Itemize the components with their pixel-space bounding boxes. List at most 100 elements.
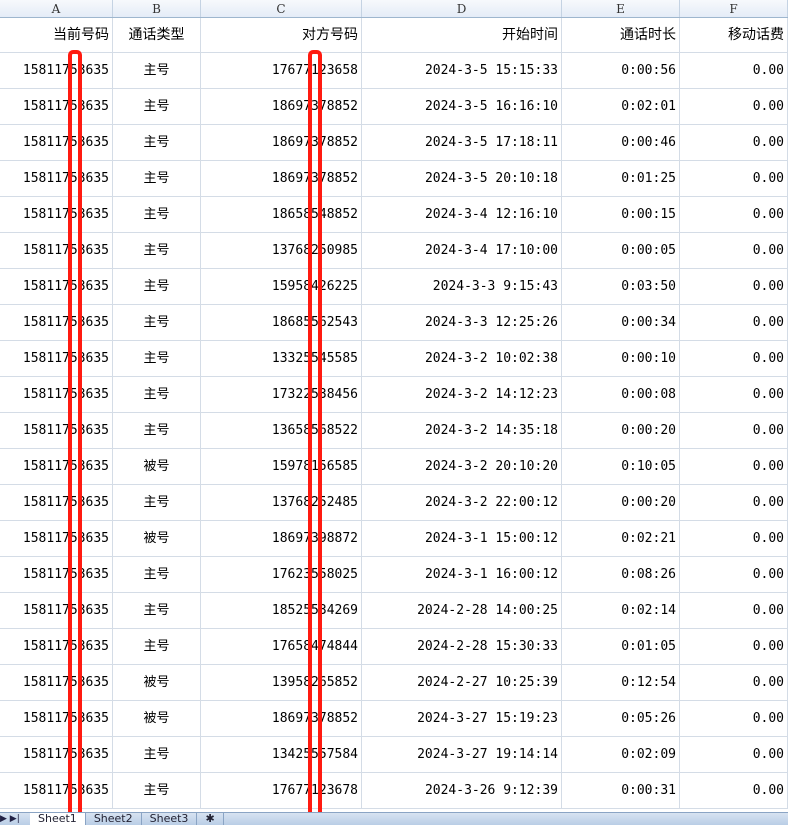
cell[interactable]: 15811753635 [0,665,113,700]
cell[interactable]: 13658568522 [201,413,362,448]
cell[interactable]: 18685562543 [201,305,362,340]
cell[interactable]: 0.00 [680,773,788,808]
cell[interactable]: 2024-3-4 17:10:00 [362,233,562,268]
cell[interactable]: 2024-3-3 12:25:26 [362,305,562,340]
cell[interactable]: 主号 [113,485,201,520]
cell[interactable]: 13425557584 [201,737,362,772]
cell[interactable]: 15811753635 [0,89,113,124]
cell[interactable]: 主号 [113,305,201,340]
cell[interactable]: 13768252485 [201,485,362,520]
cell[interactable]: 0.00 [680,557,788,592]
cell[interactable]: 被号 [113,701,201,736]
cell[interactable]: 0.00 [680,53,788,88]
cell[interactable]: 13958265852 [201,665,362,700]
cell[interactable]: 2024-3-2 20:10:20 [362,449,562,484]
cell[interactable]: 主号 [113,53,201,88]
header-cell[interactable]: 通话类型 [113,18,201,52]
cell[interactable]: 0.00 [680,701,788,736]
cell[interactable]: 0.00 [680,377,788,412]
tab-nav-arrows[interactable]: ▶ ▶| [0,814,20,824]
cell[interactable]: 主号 [113,413,201,448]
cell[interactable]: 0:03:50 [562,269,680,304]
cell[interactable]: 0.00 [680,593,788,628]
cell[interactable]: 15811753635 [0,737,113,772]
cell[interactable]: 18697378852 [201,701,362,736]
cell[interactable]: 0.00 [680,737,788,772]
cell[interactable]: 0.00 [680,485,788,520]
cell[interactable]: 0:01:05 [562,629,680,664]
cell[interactable]: 0:02:14 [562,593,680,628]
cell[interactable]: 主号 [113,125,201,160]
cell[interactable]: 主号 [113,377,201,412]
cell[interactable]: 17658474844 [201,629,362,664]
cell[interactable]: 0.00 [680,449,788,484]
cell[interactable]: 主号 [113,593,201,628]
cell[interactable]: 15811753635 [0,485,113,520]
cell[interactable]: 主号 [113,773,201,808]
cell[interactable]: 0:08:26 [562,557,680,592]
cell[interactable]: 0:01:25 [562,161,680,196]
cell[interactable]: 0.00 [680,305,788,340]
header-cell[interactable]: 移动话费 [680,18,788,52]
cell[interactable]: 15811753635 [0,773,113,808]
cell[interactable]: 2024-2-28 15:30:33 [362,629,562,664]
cell[interactable]: 18697398872 [201,521,362,556]
cell[interactable]: 2024-3-2 14:35:18 [362,413,562,448]
cell[interactable]: 0:00:05 [562,233,680,268]
cell[interactable]: 2024-3-1 16:00:12 [362,557,562,592]
cell[interactable]: 主号 [113,557,201,592]
cell[interactable]: 0:00:15 [562,197,680,232]
cell[interactable]: 主号 [113,233,201,268]
cell[interactable]: 15811753635 [0,269,113,304]
header-cell[interactable]: 当前号码 [0,18,113,52]
cell[interactable]: 15811753635 [0,53,113,88]
cell[interactable]: 2024-3-26 9:12:39 [362,773,562,808]
cell[interactable]: 13325545585 [201,341,362,376]
cell[interactable]: 0.00 [680,197,788,232]
cell[interactable]: 18525534269 [201,593,362,628]
header-cell[interactable]: 通话时长 [562,18,680,52]
cell[interactable]: 0:02:21 [562,521,680,556]
cell[interactable]: 2024-3-27 15:19:23 [362,701,562,736]
cell[interactable]: 15811753635 [0,233,113,268]
cell[interactable]: 2024-3-3 9:15:43 [362,269,562,304]
sheet-tab-2[interactable]: Sheet2 [86,813,142,825]
cell[interactable]: 15811753635 [0,377,113,412]
sheet-tab-3[interactable]: Sheet3 [142,813,198,825]
cell[interactable]: 被号 [113,665,201,700]
sheet-tab-1[interactable]: Sheet1 [30,813,86,825]
cell[interactable]: 15811753635 [0,341,113,376]
column-header-b[interactable]: B [113,0,201,17]
column-header-e[interactable]: E [562,0,680,17]
cell[interactable]: 17623558025 [201,557,362,592]
cell[interactable]: 2024-3-2 10:02:38 [362,341,562,376]
header-cell[interactable]: 对方号码 [201,18,362,52]
cell[interactable]: 15978156585 [201,449,362,484]
cell[interactable]: 15811753635 [0,701,113,736]
cell[interactable]: 0:00:10 [562,341,680,376]
cell[interactable]: 0:10:05 [562,449,680,484]
column-header-c[interactable]: C [201,0,362,17]
column-header-a[interactable]: A [0,0,113,17]
cell[interactable]: 15811753635 [0,593,113,628]
cell[interactable]: 15811753635 [0,305,113,340]
cell[interactable]: 2024-2-28 14:00:25 [362,593,562,628]
cell[interactable]: 18697378852 [201,89,362,124]
header-cell[interactable]: 开始时间 [362,18,562,52]
cell[interactable]: 主号 [113,89,201,124]
cell[interactable]: 被号 [113,449,201,484]
cell[interactable]: 0:00:31 [562,773,680,808]
cell[interactable]: 2024-3-2 14:12:23 [362,377,562,412]
cell[interactable]: 15958426225 [201,269,362,304]
cell[interactable]: 0:02:01 [562,89,680,124]
cell[interactable]: 2024-3-5 17:18:11 [362,125,562,160]
cell[interactable]: 0.00 [680,629,788,664]
cell[interactable]: 15811753635 [0,197,113,232]
cell[interactable]: 0.00 [680,341,788,376]
cell[interactable]: 2024-3-27 19:14:14 [362,737,562,772]
cell[interactable]: 15811753635 [0,629,113,664]
cell[interactable]: 18697378852 [201,125,362,160]
cell[interactable]: 0.00 [680,89,788,124]
cell[interactable]: 0.00 [680,233,788,268]
cell[interactable]: 0:00:56 [562,53,680,88]
